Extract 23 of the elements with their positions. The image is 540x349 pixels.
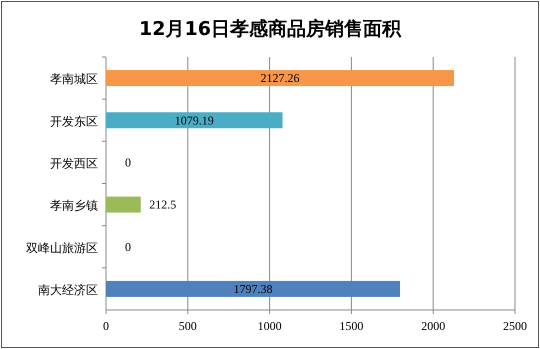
bar <box>106 70 454 86</box>
data-label: 1079.19 <box>174 113 214 128</box>
x-tick-label: 1500 <box>339 319 364 333</box>
y-tick-label: 南大经济区 <box>38 282 98 297</box>
data-label: 0 <box>125 240 131 254</box>
bar <box>106 112 283 128</box>
data-label: 1797.38 <box>234 282 273 296</box>
x-tick-label: 2000 <box>421 319 446 333</box>
chart-title: 12月16日孝感商品房销售面积 <box>139 18 402 40</box>
y-tick-label: 开发西区 <box>50 156 98 170</box>
bar <box>106 280 400 297</box>
data-label: 2127.26 <box>260 71 300 86</box>
y-tick-label: 孝南乡镇 <box>50 198 98 213</box>
x-tick-label: 2500 <box>503 319 527 333</box>
y-tick-label: 双峰山旅游区 <box>26 240 98 255</box>
x-tick-label: 1000 <box>258 319 282 333</box>
y-tick-label: 开发东区 <box>50 114 98 128</box>
data-label: 212.5 <box>149 198 176 212</box>
y-tick-label: 孝南城区 <box>50 72 98 86</box>
bar <box>106 196 141 213</box>
data-label: 0 <box>125 155 131 170</box>
x-tick-label: 0 <box>103 319 109 333</box>
x-tick-label: 500 <box>178 319 197 333</box>
